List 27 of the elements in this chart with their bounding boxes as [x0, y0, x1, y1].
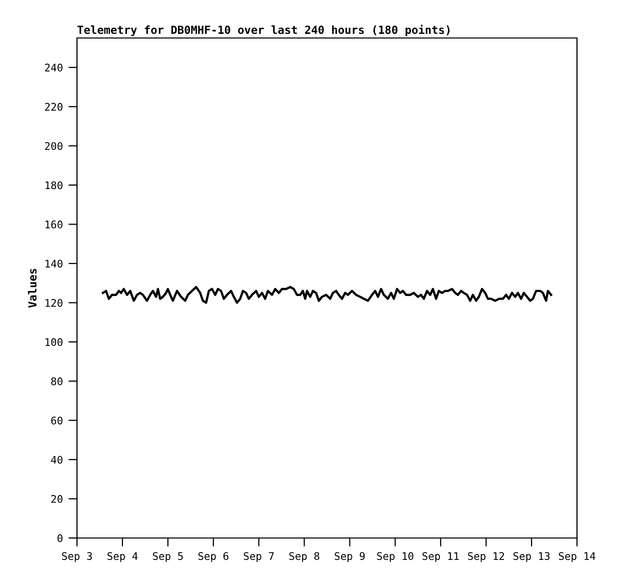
y-tick-label: 160 [46, 220, 62, 228]
y-tick-label: 0 [58, 534, 62, 542]
x-tick-label: Sep 5 [152, 552, 183, 562]
y-tick-label: 200 [45, 142, 62, 150]
y-axis-title: Values [28, 268, 37, 308]
x-tick-label: Sep 8 [289, 552, 320, 562]
x-tick-label: Sep 13 [513, 552, 550, 562]
x-tick-label: Sep 4 [107, 552, 138, 562]
chart-title: Telemetry for DB0MHF-10 over last 240 hours (180 points) [77, 24, 450, 36]
y-tick-label: 60 [51, 416, 62, 424]
x-tick-label: Sep 7 [244, 552, 274, 562]
x-tick-label: Sep 9 [334, 552, 365, 562]
y-tick-label: 220 [45, 102, 62, 111]
y-tick-label: 240 [45, 64, 62, 72]
x-tick-label: Sep 6 [198, 552, 228, 562]
y-tick-label: 80 [51, 377, 62, 386]
y-tick-label: 120 [46, 298, 62, 307]
x-tick-label: Sep 14 [558, 552, 596, 562]
y-tick-label: 180 [46, 181, 62, 190]
y-tick-label: 40 [51, 456, 62, 464]
y-tick-label: 20 [51, 495, 62, 503]
y-tick-label: 100 [46, 338, 62, 346]
x-tick-label: Sep 3 [62, 552, 92, 562]
x-tick-label: Sep 10 [377, 552, 414, 562]
x-tick-label: Sep 12 [468, 552, 504, 562]
y-tick-label: 140 [46, 260, 62, 268]
x-tick-label: Sep 11 [422, 552, 459, 562]
